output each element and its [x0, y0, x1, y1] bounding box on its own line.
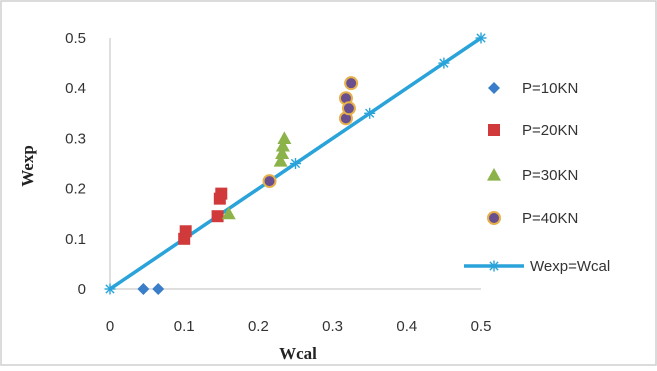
legend-item-wexp-wcal: Wexp=Wcal — [464, 258, 610, 275]
x-tick-labels: 0 0.1 0.2 0.3 0.4 0.5 — [106, 318, 492, 335]
data-point-wexp-wcal — [104, 283, 116, 295]
legend-label: Wexp=Wcal — [530, 258, 610, 275]
legend-marker-p-30kn — [487, 168, 501, 181]
y-tick-label: 0.5 — [65, 30, 86, 47]
data-point-p-30kn — [273, 153, 288, 167]
x-tick-label: 0.3 — [322, 318, 343, 335]
data-point-p-20kn — [211, 210, 224, 223]
y-tick-label: 0.2 — [65, 181, 86, 198]
data-point-p-20kn — [179, 225, 192, 238]
data-point-p-20kn — [215, 187, 228, 200]
legend-marker-wexp-wcal — [488, 260, 500, 272]
legend-item-p-10kn: P=10KN — [488, 80, 578, 97]
data-point-p-30kn — [275, 146, 290, 160]
legend-label: P=20KN — [522, 122, 578, 139]
y-tick-label: 0.1 — [65, 231, 86, 248]
data-point-p-30kn — [221, 206, 236, 220]
data-point-p-30kn — [277, 131, 292, 144]
legend-marker-p-20kn — [488, 124, 500, 136]
legend-label: P=40KN — [522, 210, 578, 227]
y-axis-title: Wexp — [18, 145, 37, 187]
axes — [109, 38, 481, 290]
series-p-40kn — [262, 76, 359, 189]
data-point-p-30kn — [275, 138, 290, 152]
legend-label: P=10KN — [522, 80, 578, 97]
x-tick-label: 0.5 — [471, 318, 492, 335]
y-tick-label: 0.4 — [65, 80, 86, 97]
y-tick-label: 0.3 — [65, 130, 86, 147]
y-tick-label: 0 — [78, 281, 86, 298]
series-p-20kn — [178, 187, 228, 245]
legend-item-p-30kn: P=30KN — [487, 167, 578, 184]
data-point-p-40kn — [341, 101, 356, 116]
series-p-30kn — [221, 131, 292, 220]
data-point-wexp-wcal — [475, 32, 487, 44]
y-tick-labels: 0 0.1 0.2 0.3 0.4 0.5 — [65, 30, 86, 298]
series-layer — [104, 32, 487, 295]
series-p-10kn — [137, 283, 165, 295]
x-tick-label: 0.4 — [396, 318, 417, 335]
x-tick-label: 0.1 — [174, 318, 195, 335]
legend-marker-p-10kn — [488, 82, 500, 94]
x-tick-label: 0.2 — [248, 318, 269, 335]
data-point-p-40kn — [344, 76, 359, 91]
legend-item-p-40kn: P=40KN — [487, 210, 578, 227]
legend-item-p-20kn: P=20KN — [488, 122, 578, 139]
data-point-p-40kn — [262, 174, 277, 189]
legend: P=10KN P=20KN P=30KN P=40KN Wexp=Wcal — [464, 80, 610, 275]
x-tick-label: 0 — [106, 318, 114, 335]
data-point-wexp-wcal — [364, 107, 376, 119]
series-wexp-wcal — [104, 32, 487, 295]
data-point-wexp-wcal — [290, 158, 301, 169]
data-point-wexp-wcal — [438, 57, 450, 69]
data-point-p-10kn — [152, 283, 165, 295]
x-axis-title: Wcal — [279, 344, 317, 363]
legend-label: P=30KN — [522, 167, 578, 184]
legend-marker-p-40kn — [487, 211, 501, 225]
data-point-p-10kn — [137, 283, 150, 295]
